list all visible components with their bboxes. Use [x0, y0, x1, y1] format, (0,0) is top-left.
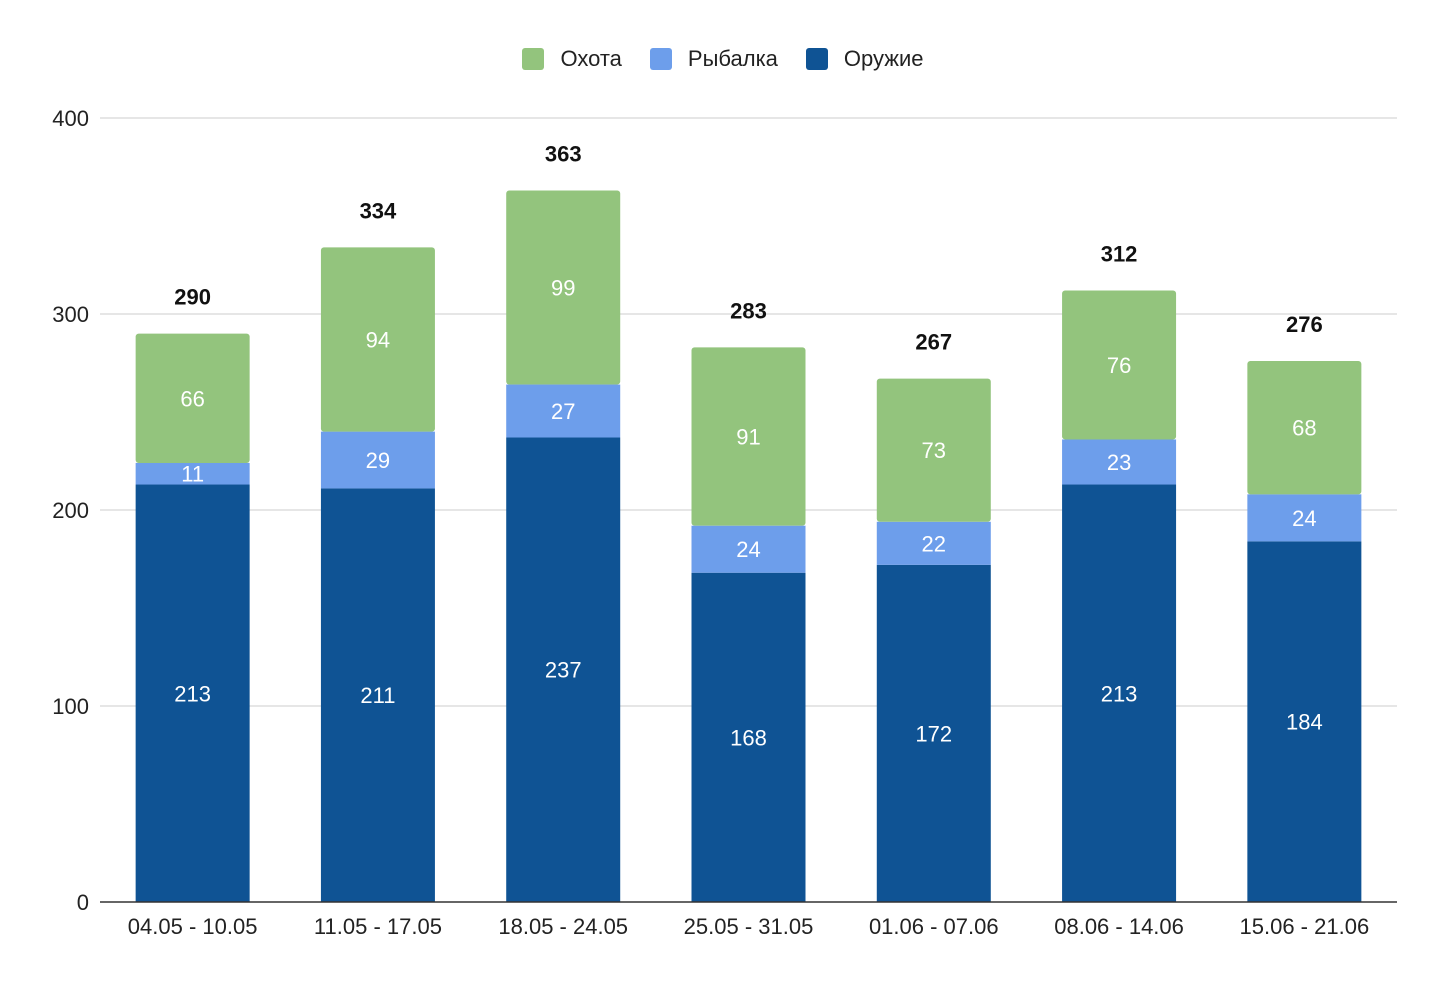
- total-label: 290: [174, 285, 211, 310]
- data-label: 11: [181, 462, 204, 487]
- bar-segment: [506, 384, 621, 438]
- total-label: 276: [1286, 312, 1323, 337]
- data-label: 94: [366, 327, 390, 352]
- legend: Охота Рыбалка Оружие: [0, 46, 1446, 72]
- total-label: 334: [360, 198, 397, 223]
- bar-segment: [876, 564, 991, 902]
- data-label: 99: [551, 276, 575, 301]
- bar-segment: [691, 347, 806, 526]
- bar-segment: [1247, 494, 1362, 542]
- total-label: 267: [915, 330, 952, 355]
- data-label: 22: [922, 531, 946, 556]
- bar-segment: [135, 462, 250, 485]
- data-label: 168: [730, 725, 767, 750]
- bar-segment: [1247, 541, 1362, 902]
- x-tick-label: 18.05 - 24.05: [498, 914, 628, 939]
- legend-item: Оружие: [805, 46, 924, 72]
- data-label: 213: [174, 681, 211, 706]
- legend-label: Оружие: [843, 46, 924, 71]
- legend-item: Рыбалка: [649, 46, 778, 72]
- data-label: 76: [1107, 353, 1131, 378]
- bar-segment: [506, 437, 621, 902]
- y-tick-label: 400: [52, 106, 89, 131]
- data-label: 237: [545, 658, 582, 683]
- x-tick-label: 01.06 - 07.06: [869, 914, 999, 939]
- x-tick-label: 08.06 - 14.06: [1054, 914, 1184, 939]
- legend-item: Охота: [522, 46, 622, 72]
- data-label: 68: [1292, 416, 1316, 441]
- legend-swatch: [649, 48, 672, 70]
- legend-swatch: [805, 48, 828, 70]
- bar-segment: [876, 521, 991, 565]
- data-label: 213: [1101, 681, 1138, 706]
- total-label: 283: [730, 298, 767, 323]
- data-label: 24: [1292, 506, 1316, 531]
- bar-segment: [876, 378, 991, 522]
- data-label: 91: [736, 425, 760, 450]
- data-label: 184: [1286, 710, 1323, 735]
- x-tick-label: 11.05 - 17.05: [314, 914, 442, 939]
- data-label: 23: [1107, 450, 1131, 475]
- data-label: 211: [360, 683, 395, 708]
- bar-segment: [1062, 290, 1177, 440]
- bar-segment: [506, 190, 621, 385]
- data-label: 24: [736, 537, 760, 562]
- data-label: 172: [915, 721, 952, 746]
- x-tick-label: 04.05 - 10.05: [128, 914, 258, 939]
- bar-segment: [320, 488, 435, 902]
- y-tick-label: 0: [77, 890, 89, 915]
- bar-segment: [135, 333, 250, 463]
- total-label: 363: [545, 142, 582, 167]
- bar-segment: [1062, 439, 1177, 485]
- data-label: 27: [551, 399, 575, 424]
- x-tick-label: 25.05 - 31.05: [684, 914, 814, 939]
- bar-segment: [1062, 484, 1177, 902]
- bar-segment: [691, 572, 806, 902]
- bar-segment: [1247, 361, 1362, 495]
- x-tick-label: 15.06 - 21.06: [1240, 914, 1370, 939]
- legend-label: Рыбалка: [687, 46, 778, 71]
- bar-segment: [320, 431, 435, 489]
- legend-swatch: [522, 48, 545, 70]
- y-tick-label: 200: [52, 498, 89, 523]
- total-label: 312: [1101, 241, 1138, 266]
- data-label: 66: [180, 386, 204, 411]
- data-label: 29: [366, 448, 390, 473]
- bar-segment: [320, 247, 435, 432]
- legend-label: Охота: [560, 46, 622, 71]
- y-tick-label: 100: [52, 694, 89, 719]
- bar-segment: [691, 525, 806, 573]
- bar-segment: [135, 484, 250, 902]
- y-tick-label: 300: [52, 302, 89, 327]
- data-label: 73: [922, 438, 946, 463]
